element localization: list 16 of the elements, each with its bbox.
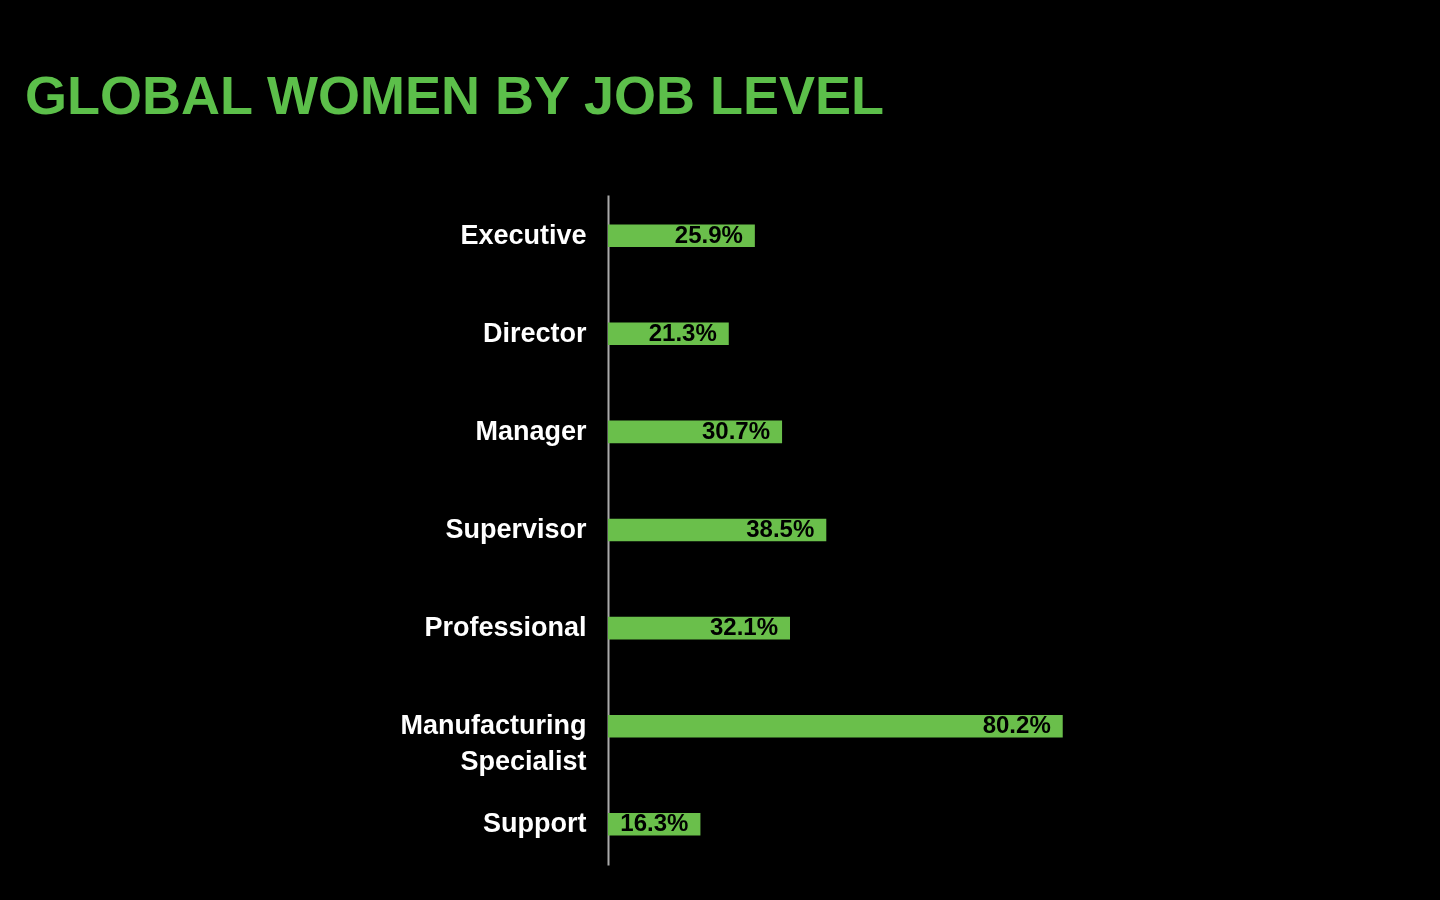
y-tick-label: Professional <box>424 612 587 643</box>
chart-title: GLOBAL WOMEN BY JOB LEVEL <box>25 65 885 125</box>
y-tick-label: Director <box>482 317 587 348</box>
bar <box>608 714 1063 738</box>
data-label: 16.3% <box>620 809 689 837</box>
y-tick-label: Manufacturing Specialist <box>400 710 587 777</box>
data-label: 21.3% <box>648 318 717 346</box>
data-label: 25.9% <box>674 220 743 248</box>
data-label: 32.1% <box>709 613 779 641</box>
data-label: 30.7% <box>702 416 771 444</box>
data-label: 38.5% <box>746 515 815 542</box>
data-label: 80.2% <box>982 711 1051 739</box>
y-tick-label: Executive <box>460 219 587 250</box>
y-tick-label: Supervisor <box>445 514 587 544</box>
y-tick-label: Manager <box>475 415 587 446</box>
y-tick-label: Support <box>483 808 587 839</box>
